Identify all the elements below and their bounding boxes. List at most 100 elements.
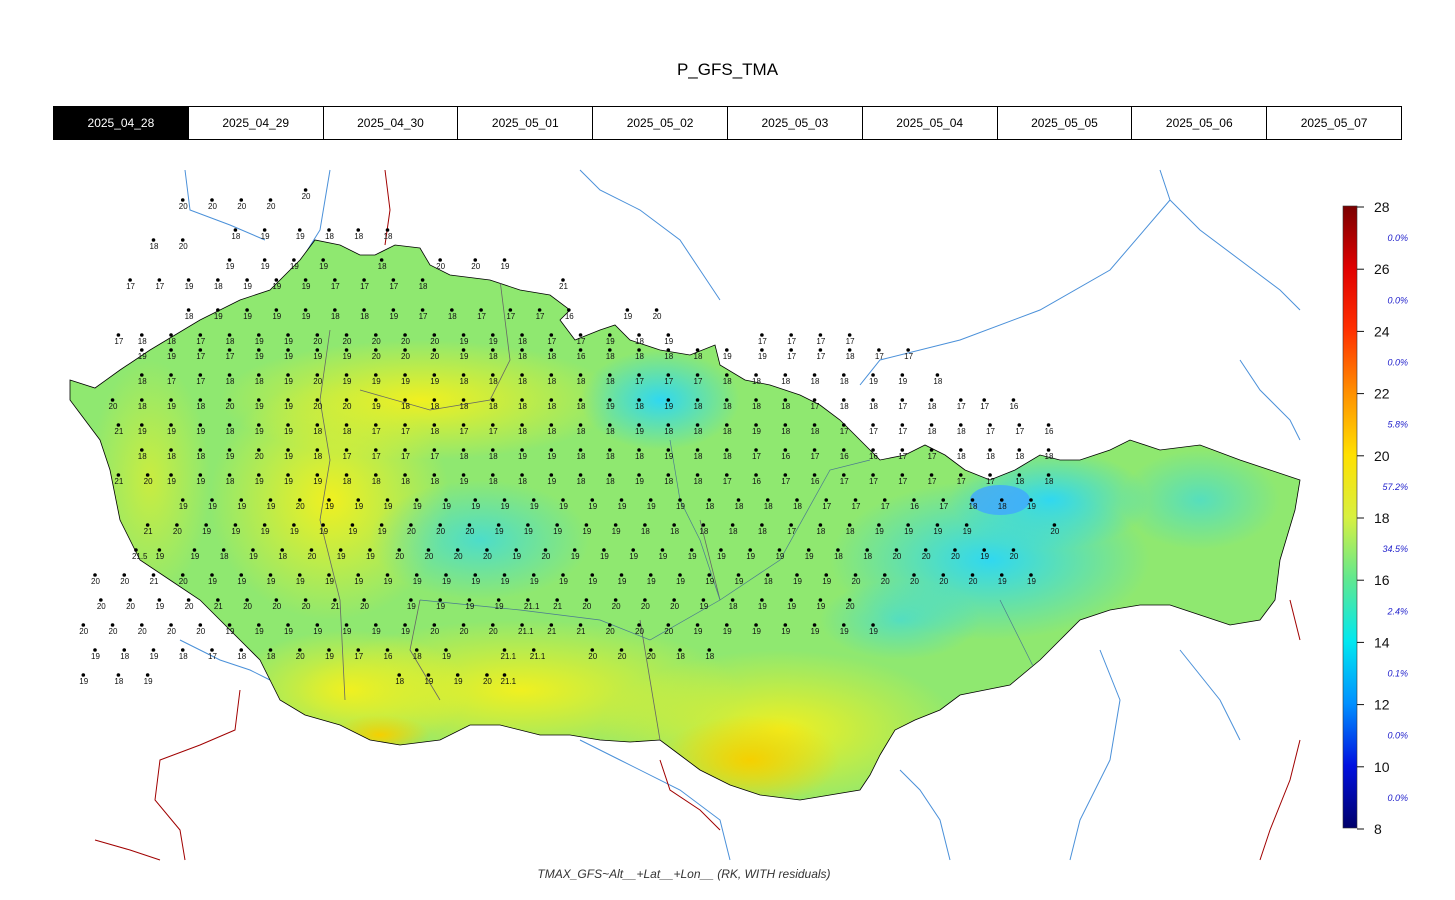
station-value: 19 [401,377,410,386]
station-marker: 19 [343,623,352,636]
station-value: 18 [957,427,966,436]
station-marker: 19 [167,423,176,436]
station-dot [315,348,320,352]
date-tab-2025_04_30[interactable]: 2025_04_30 [322,107,458,139]
station-value: 19 [378,527,387,536]
station-value: 18 [138,337,147,346]
station-marker: 20 [852,573,861,586]
station-marker: 17 [822,498,832,511]
station-marker: 19 [1027,498,1036,511]
station-marker: 19 [261,228,270,241]
station-value: 19 [208,577,217,586]
colorbar-gradient [1342,205,1358,829]
station-dot [584,523,589,527]
station-dot [783,398,788,402]
station-value: 21 [577,627,586,636]
station-dot [491,348,495,352]
station-dot [356,498,361,502]
station-marker: 19 [167,348,176,361]
station-marker: 19 [805,548,814,561]
station-marker: 16 [565,308,574,321]
station-value: 19 [325,577,334,586]
station-marker: 17 [360,278,370,291]
station-marker: 17 [114,333,124,346]
station-marker: 19 [190,548,200,561]
date-tab-2025_04_28[interactable]: 2025_04_28 [54,107,188,139]
river [579,169,721,301]
date-tab-2025_05_06[interactable]: 2025_05_06 [1131,107,1267,139]
station-value: 17 [852,502,861,511]
station-dot [608,473,612,477]
date-tab-2025_05_04[interactable]: 2025_05_04 [861,107,997,139]
station-dot [549,373,554,377]
station-dot [198,348,203,352]
station-marker: 19 [226,623,235,636]
station-dot [198,623,203,627]
station-marker: 17 [852,498,861,511]
station-value: 18 [460,452,469,461]
station-value: 18 [577,427,586,436]
date-tab-2025_05_07[interactable]: 2025_05_07 [1266,107,1401,139]
station-marker: 20 [939,573,949,586]
station-value: 17 [372,452,381,461]
station-dot [707,573,712,577]
station-marker: 19 [272,278,282,291]
date-tab-2025_05_03[interactable]: 2025_05_03 [726,107,862,139]
station-marker: 19 [559,498,568,511]
station-value: 18 [764,502,773,511]
station-value: 19 [588,577,597,586]
station-marker: 17 [875,348,884,361]
station-value: 18 [729,602,738,611]
date-tab-2025_05_01[interactable]: 2025_05_01 [457,107,593,139]
station-dot [297,648,302,652]
station-value: 16 [577,352,586,361]
station-marker: 18 [518,398,527,411]
colorbar-tick-label: 18 [1374,510,1390,526]
station-value: 18 [150,242,159,251]
station-marker: 18 [430,423,440,436]
station-dot [245,278,249,282]
station-marker: 18 [226,423,235,436]
station-value: 19 [167,427,176,436]
station-marker: 19 [775,548,785,561]
station-dot [520,333,524,337]
station-marker: 18 [606,423,615,436]
station-dot [1052,523,1057,527]
station-dot [379,258,384,262]
station-marker: 19 [366,548,375,561]
station-dot [192,548,197,552]
station-dot [725,423,729,427]
station-marker: 20 [465,523,475,536]
station-value: 21 [114,477,123,486]
station-marker: 18 [869,398,878,411]
station-marker: 18 [360,308,370,321]
station-marker: 19 [758,598,767,611]
station-value: 19 [442,652,451,661]
station-value: 19 [688,552,697,561]
station-value: 20 [296,652,305,661]
date-tab-2025_05_05[interactable]: 2025_05_05 [996,107,1132,139]
station-value: 17 [869,477,878,486]
station-marker: 18 [547,423,557,436]
station-dot [959,448,963,452]
station-marker: 18 [694,398,703,411]
station-value: 18 [694,402,703,411]
station-marker: 19 [501,573,510,586]
station-dot [871,448,875,452]
date-tab-2025_05_02[interactable]: 2025_05_02 [592,107,727,139]
station-marker: 19 [600,548,609,561]
station-value: 19 [869,377,878,386]
station-value: 20 [126,602,135,611]
colorbar: 28 26 24 22 20 18 16 14 12 10 8 0.0% 0.0% 0.0% 5.8% 57… [1342,199,1408,837]
station-marker: 19 [904,523,914,536]
station-marker: 19 [319,258,329,271]
station-value: 18 [430,477,439,486]
station-value: 18 [863,552,872,561]
station-value: 18 [781,377,790,386]
station-marker: 16 [752,473,761,486]
station-marker: 20 [144,473,153,486]
date-tab-2025_04_29[interactable]: 2025_04_29 [187,107,323,139]
station-value: 19 [348,527,357,536]
station-marker: 20 [185,598,194,611]
station-dot [374,398,378,402]
